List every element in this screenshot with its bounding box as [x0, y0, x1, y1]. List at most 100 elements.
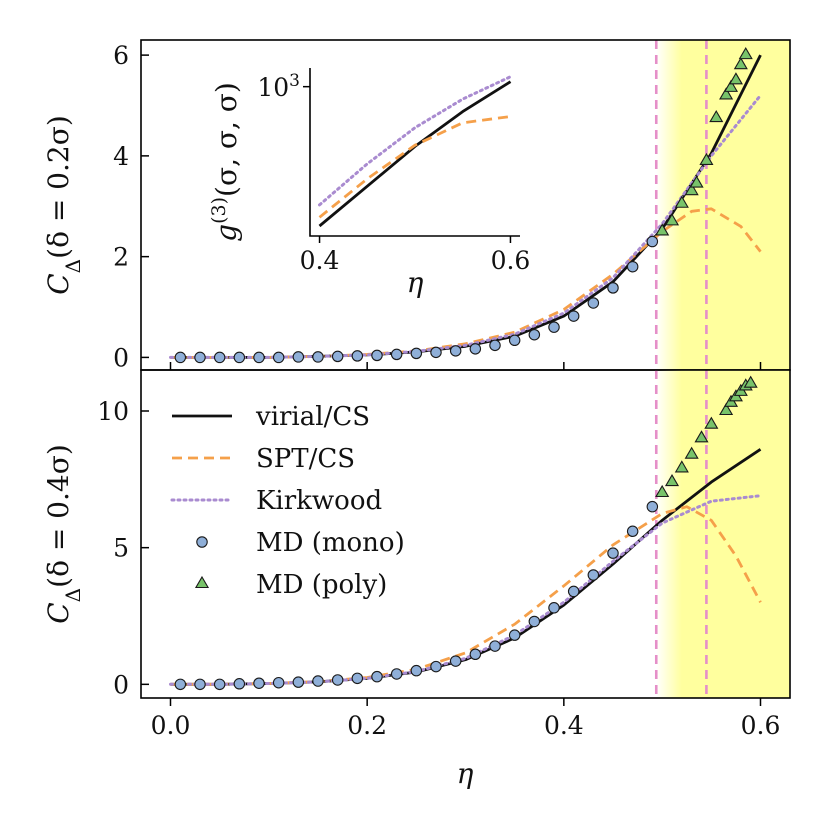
top-mono-point-2: [213, 351, 226, 364]
top-mono-point-7: [312, 351, 324, 363]
bottom-poly-point-2: [674, 460, 689, 473]
top-mono-point-6: [292, 351, 305, 363]
top-mono-point-9: [351, 350, 364, 362]
bottom-poly-point-3: [684, 446, 699, 459]
top-y-tick-label-2: 4: [113, 142, 129, 171]
bottom-shade-rect: [656, 370, 790, 698]
inset-panel: 0.4 0.6 103 g(3)(σ, σ, σ) η: [208, 68, 530, 299]
top-mono-point-20: [567, 310, 580, 322]
bottom-mono-point-18: [528, 615, 541, 628]
bottom-mono-point-20: [567, 585, 580, 598]
top-poly-point-1: [664, 213, 680, 226]
bottom-mono-point-6: [292, 676, 305, 688]
bottom-series: [169, 375, 762, 691]
bottom-y-axis-label: CΔ(δ = 0.4σ): [42, 444, 85, 624]
top-mono-point-5: [272, 351, 285, 364]
inset-y-label-sup: (3): [208, 197, 230, 224]
top-poly-point-3: [684, 183, 699, 196]
inset-series-line-0: [318, 80, 512, 228]
bottom-poly-point-5: [704, 416, 719, 429]
top-y-tick-label-0: 0: [113, 343, 129, 372]
bottom-poly-point-0: [655, 484, 670, 498]
bottom-mono-point-11: [390, 668, 403, 680]
top-series: [169, 47, 762, 364]
legend: virial/CS SPT/CS Kirkwood MD (mono) MD (poly…: [170, 402, 405, 600]
bottom-y-tick-label-0: 0: [113, 670, 129, 699]
top-ticks: 0 2 4 6: [113, 41, 762, 372]
bottom-mono-point-17: [508, 629, 521, 641]
bottom-poly-point-11: [743, 375, 758, 388]
bottom-mono-point-12: [410, 664, 423, 677]
top-mono-point-3: [233, 351, 246, 364]
bottom-mono-point-0: [174, 678, 187, 691]
top-mono-point-4: [253, 351, 265, 364]
top-poly-point-9: [728, 72, 743, 85]
top-mono-point-14: [449, 345, 462, 357]
bottom-mono-point-8: [331, 674, 344, 686]
top-y-axis-label: CΔ(δ = 0.2σ): [42, 115, 85, 295]
top-poly-point-0: [655, 223, 670, 236]
inset-x-axis-label: η: [407, 266, 424, 299]
top-poly-point-2: [674, 195, 689, 208]
legend-label-4: MD (poly): [256, 570, 387, 600]
bottom-plot-frame: [140, 369, 791, 699]
legend-swatch-3: [196, 536, 208, 548]
top-poly-point-8: [723, 79, 739, 92]
top-y-label-base: C: [42, 273, 75, 294]
bottom-mono-point-7: [312, 675, 324, 687]
bottom-mono-point-21: [587, 569, 600, 581]
bottom-mono-point-2: [213, 678, 226, 691]
bottom-mono-point-5: [272, 676, 285, 689]
bottom-y-label-sub: Δ: [61, 588, 85, 602]
top-y-label-rest: (δ = 0.2σ): [42, 115, 75, 259]
legend-label-2: Kirkwood: [256, 486, 382, 516]
inset-y-axis-label: g(3)(σ, σ, σ): [208, 82, 243, 242]
bottom-x-tick-label-3: 0.6: [741, 711, 781, 740]
top-mono-point-16: [489, 339, 501, 352]
bottom-mono-point-22: [607, 547, 619, 559]
top-poly-point-10: [733, 57, 748, 70]
top-poly-point-5: [699, 152, 714, 165]
legend-label-1: SPT/CS: [256, 444, 355, 474]
top-panel: 0 2 4 6 CΔ(δ = 0.2σ): [42, 39, 791, 372]
bottom-mono-point-9: [351, 672, 364, 685]
bottom-x-tick-label-1: 0.2: [347, 711, 387, 740]
top-poly-point-11: [738, 47, 753, 60]
inset-y-label-base: g: [210, 224, 243, 242]
bottom-poly-point-1: [664, 473, 680, 487]
top-mono-point-0: [174, 351, 187, 364]
top-poly-point-4: [689, 175, 704, 188]
bottom-series-line-2: [169, 494, 762, 686]
bottom-mono-point-15: [469, 648, 482, 661]
top-mono-point-23: [626, 260, 639, 273]
bottom-poly-point-4: [694, 430, 709, 443]
top-y-tick-label-3: 6: [113, 41, 129, 70]
bottom-shaded-region: [656, 370, 790, 698]
top-mono-point-18: [528, 328, 541, 341]
top-mono-point-1: [194, 351, 206, 364]
bottom-mono-point-14: [449, 655, 462, 667]
top-mono-point-8: [331, 350, 344, 363]
bottom-y-tick-label-2: 10: [97, 397, 129, 426]
bottom-poly-point-6: [719, 402, 734, 416]
bottom-mono-point-10: [371, 670, 383, 683]
bottom-y-tick-label-1: 5: [113, 534, 129, 563]
inset-x-tick-label-0: 0.4: [300, 246, 340, 275]
inset-y-tick-base: 10: [257, 73, 289, 102]
bottom-ticks: 0 5 10 0.0 0.2 0.4 0.6: [97, 397, 780, 740]
bottom-mono-point-16: [489, 640, 501, 652]
bottom-y-label-rest: (δ = 0.4σ): [42, 444, 75, 588]
legend-label-3: MD (mono): [256, 528, 405, 558]
legend-label-0: virial/CS: [255, 402, 370, 432]
inset-y-label-rest: (σ, σ, σ): [210, 82, 243, 197]
inset-axes: [309, 68, 520, 237]
x-axis-label: η: [457, 757, 474, 790]
bottom-panel: 0 5 10 0.0 0.2 0.4 0.6 CΔ(δ = 0.4σ) η virial/C…: [42, 369, 791, 790]
inset-ticks: 0.4 0.6: [300, 85, 530, 275]
bottom-y-label-base: C: [42, 602, 75, 623]
bottom-mono-point-3: [233, 678, 246, 690]
bottom-mono-point-13: [430, 660, 442, 673]
top-mono-point-15: [469, 343, 482, 355]
top-poly-point-6: [709, 109, 724, 123]
